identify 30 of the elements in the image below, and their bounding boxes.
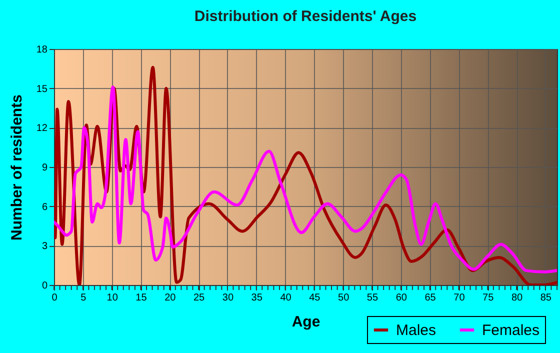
x-tick-label: 75 bbox=[482, 292, 494, 304]
legend-label: Females bbox=[482, 322, 540, 339]
x-tick-label: 85 bbox=[540, 292, 552, 304]
x-tick-label: 65 bbox=[424, 292, 436, 304]
x-tick-label: 35 bbox=[251, 292, 263, 304]
y-tick-label: 18 bbox=[36, 44, 48, 56]
x-tick-label: 45 bbox=[309, 292, 321, 304]
x-tick-label: 60 bbox=[396, 292, 408, 304]
x-tick-label: 50 bbox=[338, 292, 350, 304]
y-tick-label: 0 bbox=[42, 280, 48, 292]
y-tick-label: 9 bbox=[42, 162, 48, 174]
legend-label: Males bbox=[396, 322, 436, 339]
x-tick-label: 20 bbox=[164, 292, 176, 304]
x-tick-label: 70 bbox=[454, 292, 466, 304]
x-tick-label: 0 bbox=[52, 292, 58, 304]
y-tick-label: 3 bbox=[42, 241, 48, 252]
y-tick-label: 6 bbox=[42, 202, 48, 213]
y-tick-label: 15 bbox=[36, 84, 48, 95]
x-tick-label: 40 bbox=[280, 292, 292, 304]
x-tick-label: 5 bbox=[80, 292, 87, 304]
x-tick-label: 10 bbox=[106, 292, 118, 304]
x-tick-label: 25 bbox=[193, 292, 206, 304]
y-tick-label: 12 bbox=[36, 123, 48, 134]
x-tick-label: 30 bbox=[222, 292, 234, 304]
x-tick-label: 55 bbox=[366, 292, 378, 304]
x-axis-title: Age bbox=[292, 314, 320, 330]
x-tick-label: 15 bbox=[136, 292, 148, 304]
chart-title: Distribution of Residents' Ages bbox=[194, 8, 417, 25]
x-tick-label: 80 bbox=[511, 292, 524, 304]
y-axis-title: Number of residents bbox=[8, 94, 26, 240]
